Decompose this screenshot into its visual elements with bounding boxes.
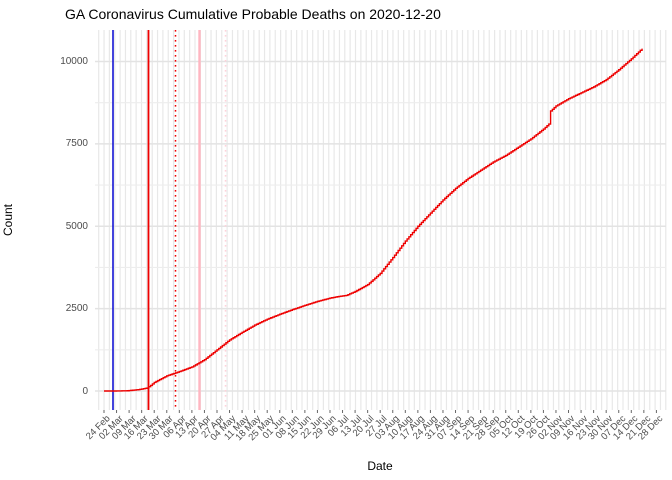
x-axis-title: Date bbox=[367, 459, 393, 473]
chart-title: GA Coronavirus Cumulative Probable Death… bbox=[65, 6, 441, 22]
y-tick-label: 10000 bbox=[60, 56, 88, 67]
deaths-line bbox=[104, 48, 643, 392]
y-tick-label: 5000 bbox=[65, 220, 88, 232]
y-tick-label: 7500 bbox=[65, 138, 88, 150]
y-tick-label: 0 bbox=[82, 385, 88, 397]
y-tick-label: 2500 bbox=[65, 303, 88, 315]
